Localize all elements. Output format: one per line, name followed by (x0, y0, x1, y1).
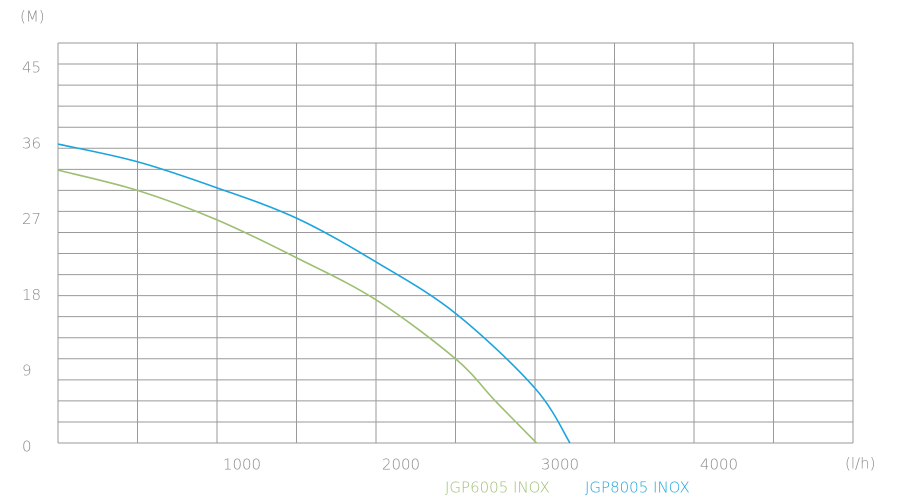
y-tick-label: 36 (22, 134, 41, 152)
series-line (57, 143, 571, 444)
x-axis-label: (l/h) (845, 455, 875, 473)
x-tick-label: 4000 (700, 456, 738, 474)
y-tick-label: 0 (22, 438, 32, 456)
legend-entry: JGP8005 INOX (585, 479, 690, 497)
y-tick-label: 9 (22, 362, 32, 380)
y-tick-label: 27 (22, 210, 41, 228)
y-tick-label: 45 (22, 59, 41, 77)
x-tick-label: 2000 (382, 456, 420, 474)
x-tick-label: 1000 (223, 456, 261, 474)
y-axis-label: (M) (20, 8, 45, 26)
y-tick-label: 18 (22, 286, 41, 304)
x-tick-label: 3000 (541, 456, 579, 474)
series-line (57, 169, 538, 444)
legend-entry: JGP6005 INOX (445, 479, 550, 497)
